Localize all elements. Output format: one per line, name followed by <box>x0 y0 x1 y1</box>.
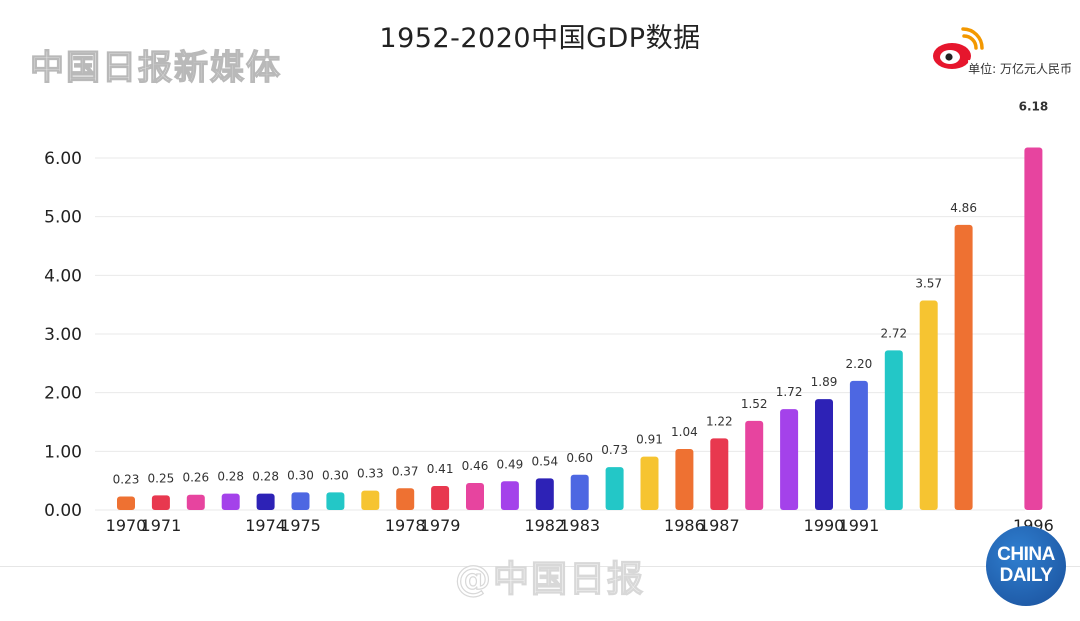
bar-1975 <box>291 492 310 510</box>
y-tick-label: 4.00 <box>44 266 82 286</box>
value-label: 0.37 <box>392 464 419 478</box>
value-label: 0.30 <box>287 468 314 482</box>
y-tick-label: 3.00 <box>44 325 82 345</box>
gridlines <box>95 157 1025 511</box>
bar-1983 <box>570 474 589 510</box>
bar-1971 <box>151 495 170 510</box>
y-tick-label: 1.00 <box>44 442 82 462</box>
x-tick-label: 1982 <box>524 516 565 535</box>
value-label: 0.49 <box>497 457 524 471</box>
y-tick-label: 0.00 <box>44 501 82 521</box>
footer-watermark: @中国日报 <box>454 558 646 600</box>
x-tick-label: 1983 <box>559 516 600 535</box>
y-tick-label: 5.00 <box>44 208 82 228</box>
y-axis-ticks: 0.00 1.00 2.00 3.00 4.00 5.00 6.00 <box>44 149 82 521</box>
value-label: 1.52 <box>741 397 768 411</box>
weibo-logo-icon <box>933 27 984 69</box>
value-label: 4.86 <box>950 201 977 215</box>
value-label: 0.54 <box>531 454 558 468</box>
value-label: 1.89 <box>811 375 838 389</box>
value-label: 2.20 <box>846 357 873 371</box>
bar-1981 <box>500 481 519 510</box>
value-label: 0.23 <box>113 473 140 487</box>
bar-1976 <box>326 492 345 510</box>
china-daily-logo: CHINA DAILY <box>986 526 1066 606</box>
bar-1982 <box>535 478 554 510</box>
bar-1987 <box>710 438 729 510</box>
x-tick-label: 1978 <box>385 516 426 535</box>
x-tick-label: 1975 <box>280 516 321 535</box>
value-label: 6.18 <box>1019 99 1049 113</box>
value-label: 0.30 <box>322 468 349 482</box>
x-tick-label: 1979 <box>420 516 461 535</box>
value-label: 3.57 <box>915 277 942 291</box>
value-label: 2.72 <box>880 326 907 340</box>
value-label: 0.46 <box>462 459 489 473</box>
value-label: 0.25 <box>148 471 175 485</box>
bar-1993 <box>919 300 938 510</box>
bar-1984 <box>605 467 624 510</box>
x-tick-label: 1974 <box>245 516 286 535</box>
bar-1994 <box>954 224 973 510</box>
value-label: 0.26 <box>182 471 209 485</box>
value-label: 0.60 <box>566 451 593 465</box>
value-label: 1.04 <box>671 425 698 439</box>
bar-1988 <box>745 420 764 510</box>
china-daily-logo-top: CHINA <box>997 544 1055 565</box>
value-label: 1.72 <box>776 385 803 399</box>
value-labels: 0.23 0.25 0.26 0.28 0.28 0.30 0.30 0.33 0.37 0.41… <box>113 99 1049 486</box>
china-daily-logo-bottom: DAILY <box>999 565 1053 586</box>
x-tick-label: 1991 <box>839 516 880 535</box>
bar-1989 <box>780 409 799 510</box>
chart-title: 1952-2020中国GDP数据 <box>379 23 701 54</box>
bar-1979 <box>431 485 450 510</box>
y-tick-label: 6.00 <box>44 149 82 169</box>
x-tick-label: 1990 <box>804 516 845 535</box>
bar-1990 <box>815 399 833 510</box>
value-label: 0.28 <box>217 470 244 484</box>
bar-1977 <box>361 490 380 510</box>
value-label: 0.91 <box>636 433 663 447</box>
value-label: 0.41 <box>427 462 454 476</box>
brand-watermark: 中国日报新媒体 <box>29 47 282 88</box>
bars <box>117 147 1043 510</box>
bar-1985 <box>640 456 659 510</box>
bar-1991 <box>849 380 868 510</box>
value-label: 1.22 <box>706 414 733 428</box>
bar-1970 <box>117 496 135 510</box>
bar-1978 <box>396 488 415 510</box>
bar-1980 <box>466 483 484 510</box>
bar-1996 <box>1024 147 1043 510</box>
x-tick-label: 1970 <box>106 516 147 535</box>
bar-1986 <box>675 448 694 510</box>
bar-1972 <box>186 494 205 510</box>
value-label: 0.28 <box>252 470 279 484</box>
bar-1973 <box>221 493 240 510</box>
y-tick-label: 2.00 <box>44 384 82 404</box>
unit-label: 单位: 万亿元人民币 <box>968 60 1072 77</box>
value-label: 0.33 <box>357 467 384 481</box>
bar-1992 <box>884 350 903 510</box>
footer-divider <box>0 566 1080 567</box>
x-tick-label: 1987 <box>699 516 740 535</box>
x-tick-label: 1971 <box>141 516 182 535</box>
x-tick-label: 1986 <box>664 516 705 535</box>
value-label: 0.73 <box>601 443 628 457</box>
bar-1974 <box>256 493 275 510</box>
